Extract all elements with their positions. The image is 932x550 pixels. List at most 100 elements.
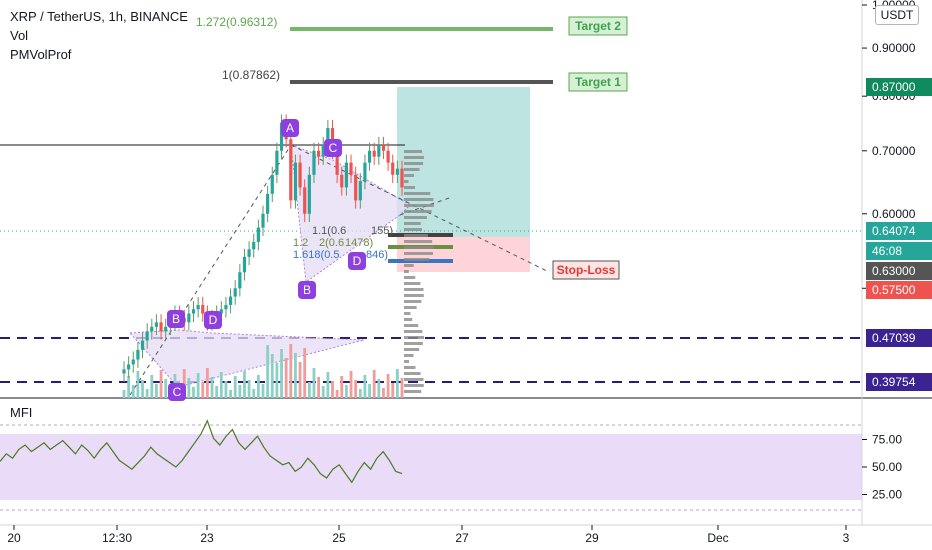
- price-label-bg: [866, 329, 932, 347]
- price-labels: 0.87000 0.64074 46:08 0.63000 0.57500 0.47039…: [866, 78, 932, 391]
- target1-label: Target 1: [575, 75, 621, 89]
- volume-bar: [368, 384, 371, 398]
- volume-bar: [294, 353, 297, 398]
- candle-body: [136, 349, 140, 360]
- candle-body: [400, 168, 404, 188]
- candle-body: [270, 174, 274, 194]
- pattern-point-label: B: [303, 283, 311, 297]
- pattern-point-badge[interactable]: [348, 252, 366, 270]
- volume-bar: [349, 371, 353, 398]
- mfi-band: [0, 434, 862, 500]
- pattern-point-badge[interactable]: [204, 311, 222, 329]
- target2-badge[interactable]: Target 2: [568, 16, 628, 36]
- volume-bar: [233, 376, 237, 398]
- volume-bar: [238, 385, 242, 398]
- pattern-point-badge[interactable]: [298, 281, 316, 299]
- mfi-axis-ticks: 75.00 50.00 25.00: [862, 433, 902, 502]
- price-label-bg: [866, 262, 932, 280]
- candle-body: [191, 309, 196, 314]
- profile-bar: [404, 282, 421, 285]
- profile-bar: [404, 306, 417, 309]
- profile-bar: [404, 288, 424, 291]
- profile-bar: [404, 342, 423, 345]
- candle-body: [303, 187, 307, 214]
- volume-bar: [187, 378, 191, 398]
- profile-bar: [404, 390, 422, 393]
- profile-bar: [404, 294, 424, 297]
- profile-bar: [404, 300, 422, 303]
- profile-bar: [404, 312, 411, 315]
- candle-body: [340, 174, 344, 188]
- candle-body: [224, 304, 228, 310]
- price-label-bg: [866, 242, 932, 260]
- x-tick-label: 29: [585, 531, 599, 545]
- candle-body: [298, 162, 302, 188]
- profile-bar: [404, 168, 420, 171]
- candle-body: [159, 322, 163, 332]
- price-label: 0.39754: [872, 375, 916, 389]
- candle-body: [164, 326, 168, 332]
- volume-bar: [224, 381, 228, 398]
- candle-body: [228, 296, 233, 305]
- x-tick-label: 12:30: [102, 531, 132, 545]
- candle-body: [256, 227, 260, 242]
- profile-bar: [404, 384, 424, 387]
- candle-body: [391, 162, 395, 175]
- symbol-title[interactable]: XRP / TetherUS, 1h, BINANCE: [10, 9, 188, 24]
- candle-body: [349, 162, 353, 175]
- volume-bar: [372, 370, 376, 398]
- pattern-point-label: A: [286, 121, 294, 135]
- candle-body: [201, 304, 205, 314]
- candle-body: [358, 181, 362, 201]
- candle-body: [233, 288, 237, 297]
- pattern-point-badge[interactable]: [168, 383, 186, 401]
- fib-lower-label-1b: 2(0.6: [319, 237, 344, 249]
- candle-body: [187, 313, 191, 323]
- price-label: 0.63000: [872, 264, 916, 278]
- volume-bar: [192, 387, 195, 398]
- profile-bar: [404, 180, 409, 183]
- y-tick-label: 0.90000: [872, 41, 916, 55]
- candle-body: [321, 144, 325, 157]
- volume-bar: [256, 375, 260, 398]
- volume-bar: [307, 382, 311, 398]
- pattern-point-badge[interactable]: [324, 139, 342, 157]
- volume-bar: [377, 379, 381, 398]
- candle-body: [307, 174, 311, 214]
- volume-bar: [261, 384, 265, 398]
- volume-bar: [280, 349, 283, 398]
- currency-button[interactable]: USDT: [875, 5, 919, 25]
- profile-bar: [404, 162, 424, 165]
- price-label: 0.87000: [872, 80, 916, 94]
- indicator-vol[interactable]: Vol: [10, 28, 29, 43]
- x-tick-label: 20: [7, 531, 21, 545]
- projection-line-1: [129, 144, 292, 396]
- pattern-point-badge[interactable]: [167, 310, 185, 328]
- x-tick-label: Dec: [707, 531, 728, 545]
- mfi-title[interactable]: MFI: [10, 405, 33, 420]
- pattern-point-badge[interactable]: [281, 119, 299, 137]
- volume-bar: [145, 389, 149, 398]
- volume-bar: [298, 362, 302, 398]
- profile-bar: [404, 354, 414, 357]
- volume-bar: [335, 390, 339, 398]
- profile-bar: [404, 210, 432, 213]
- volume-bar: [136, 371, 140, 398]
- profile-bar: [404, 372, 421, 375]
- candle-body: [344, 162, 348, 188]
- stop-loss-badge[interactable]: Stop-Loss: [552, 260, 620, 280]
- indicator-pmvolprof[interactable]: PMVolProf: [10, 47, 72, 62]
- volume-bar: [340, 376, 344, 398]
- profile-bar: [404, 378, 424, 381]
- volume-bar: [395, 369, 399, 398]
- volume-bar: [303, 348, 307, 398]
- price-label-bg: [866, 281, 932, 299]
- price-label: 0.57500: [872, 283, 916, 297]
- candle-body: [377, 144, 381, 157]
- candle-body: [261, 213, 265, 228]
- candle-body: [354, 174, 358, 201]
- target1-badge[interactable]: Target 1: [568, 72, 628, 92]
- profile-bar: [404, 258, 430, 261]
- candle-body: [140, 340, 145, 350]
